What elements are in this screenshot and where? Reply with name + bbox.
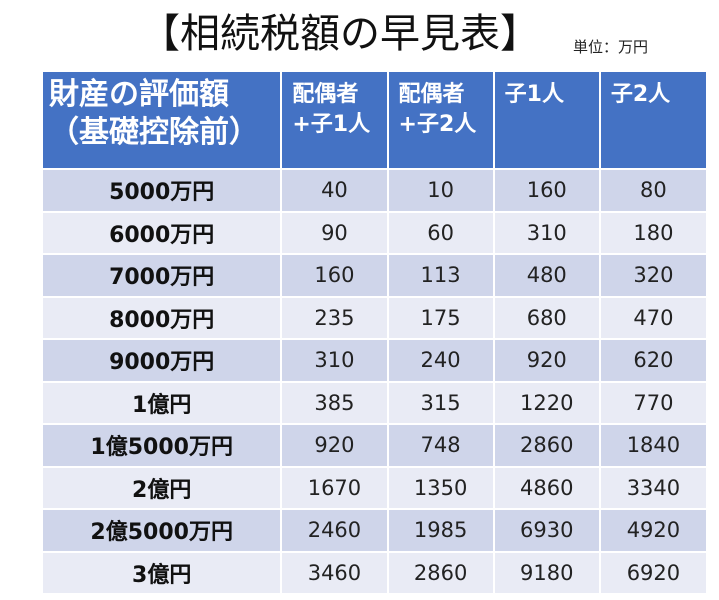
table-row: 2億円 1670 1350 4860 3340 [43, 465, 706, 509]
table-cell: 1350 [387, 465, 495, 509]
table-cell: 920 [493, 338, 601, 382]
table-row: 9000万円 310 240 920 620 [43, 338, 706, 382]
table-cell: 180 [599, 210, 706, 254]
table-row: 8000万円 235 175 680 470 [43, 295, 706, 339]
header-two-children: 子2人 [599, 72, 706, 169]
table-cell: 748 [387, 423, 495, 467]
table-cell: 310 [493, 210, 601, 254]
header-col3-line1: 子1人 [504, 82, 564, 107]
header-col1-line1: 配偶者 [292, 82, 359, 107]
header-spouse-one-child: 配偶者 +子1人 [281, 72, 389, 169]
table-cell: 1985 [387, 508, 495, 552]
table-cell: 480 [493, 253, 601, 297]
table-cell: 770 [599, 380, 706, 424]
table-cell: 6930 [493, 508, 601, 552]
table-cell: 40 [281, 168, 389, 212]
header-col2-line2: +子2人 [398, 112, 477, 137]
table-cell: 680 [493, 295, 601, 339]
row-label: 6000万円 [43, 210, 283, 254]
table-cell: 240 [387, 338, 495, 382]
table-cell: 2860 [387, 550, 495, 593]
table-row: 2億5000万円 2460 1985 6930 4920 [43, 508, 706, 552]
header-one-child: 子1人 [493, 72, 601, 169]
table-cell: 1670 [281, 465, 389, 509]
table-row: 5000万円 40 10 160 80 [43, 168, 706, 212]
table-cell: 6920 [599, 550, 706, 593]
table-cell: 920 [281, 423, 389, 467]
row-label: 5000万円 [43, 168, 283, 212]
header-property-value-line1: 財産の評価額 [49, 77, 229, 112]
title-area: 【相続税額の早見表】 単位：万円 [0, 0, 719, 72]
table-row: 1億円 385 315 1220 770 [43, 380, 706, 424]
table-cell: 90 [281, 210, 389, 254]
header-col4-line1: 子2人 [610, 82, 671, 107]
table-cell: 2860 [493, 423, 601, 467]
row-label: 7000万円 [43, 253, 283, 297]
table-row: 6000万円 90 60 310 180 [43, 210, 706, 254]
table-cell: 10 [387, 168, 495, 212]
table-cell: 235 [281, 295, 389, 339]
table-cell: 1220 [493, 380, 601, 424]
page-title: 【相続税額の早見表】 [140, 11, 540, 57]
row-label: 3億円 [43, 550, 283, 593]
table-cell: 1840 [599, 423, 706, 467]
table-cell: 60 [387, 210, 495, 254]
table-row: 3億円 3460 2860 9180 6920 [43, 550, 706, 593]
table-cell: 3460 [281, 550, 389, 593]
table-cell: 175 [387, 295, 495, 339]
table-cell: 80 [599, 168, 706, 212]
table-cell: 4860 [493, 465, 601, 509]
header-property-value: 財産の評価額 （基礎控除前） [43, 72, 283, 169]
header-spouse-two-children: 配偶者 +子2人 [387, 72, 495, 169]
table-cell: 4920 [599, 508, 706, 552]
row-label: 1億5000万円 [43, 423, 283, 467]
table-cell: 470 [599, 295, 706, 339]
row-label: 1億円 [43, 380, 283, 424]
table-cell: 385 [281, 380, 389, 424]
table-cell: 3340 [599, 465, 706, 509]
table-cell: 315 [387, 380, 495, 424]
row-label: 2億円 [43, 465, 283, 509]
header-property-value-line2: （基礎控除前） [49, 115, 259, 150]
row-label: 2億5000万円 [43, 508, 283, 552]
table-row: 1億5000万円 920 748 2860 1840 [43, 423, 706, 467]
table-cell: 113 [387, 253, 495, 297]
table-cell: 320 [599, 253, 706, 297]
row-label: 9000万円 [43, 338, 283, 382]
table-header: 財産の評価額 （基礎控除前） 配偶者 +子1人 配偶者 +子2人 子1人 子2人 [43, 72, 706, 169]
table-cell: 9180 [493, 550, 601, 593]
header-col1-line2: +子1人 [292, 112, 371, 137]
header-col2-line1: 配偶者 [398, 82, 465, 107]
unit-label: 単位：万円 [573, 38, 649, 56]
table-body: 5000万円 40 10 160 80 6000万円 90 60 310 180… [43, 168, 706, 593]
row-label: 8000万円 [43, 295, 283, 339]
table-cell: 620 [599, 338, 706, 382]
table-cell: 2460 [281, 508, 389, 552]
table-row: 7000万円 160 113 480 320 [43, 253, 706, 297]
tax-table: 財産の評価額 （基礎控除前） 配偶者 +子1人 配偶者 +子2人 子1人 子2人… [43, 72, 706, 593]
table-cell: 160 [493, 168, 601, 212]
table-cell: 310 [281, 338, 389, 382]
table-cell: 160 [281, 253, 389, 297]
